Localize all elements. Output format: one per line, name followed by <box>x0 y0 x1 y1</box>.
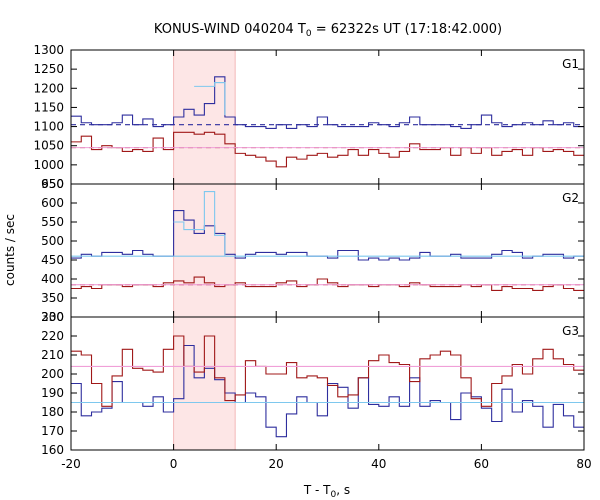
y-tick-label: 650 <box>41 177 64 191</box>
title-main: KONUS-WIND 040204 T <box>154 22 306 37</box>
xlabel-rest: , s <box>336 483 350 497</box>
panel-g1-series <box>71 76 584 168</box>
panel-g3-series <box>71 335 584 438</box>
y-tick-label: 600 <box>41 196 64 210</box>
title-sub: 0 <box>306 29 312 39</box>
x-tick-label: 0 <box>170 457 178 471</box>
panel-g2-series <box>71 191 584 291</box>
y-axis-label: counts / sec <box>3 214 17 286</box>
xlabel-sub: 0 <box>331 490 337 500</box>
x-tick-label: 60 <box>474 457 489 471</box>
panel-label-g3: G3 <box>562 324 579 338</box>
series-red-histogram <box>71 276 584 291</box>
y-tick-label: 170 <box>41 424 64 438</box>
y-tick-label: 400 <box>41 272 64 286</box>
y-tick-label: 1000 <box>33 158 64 172</box>
y-tick-label: 160 <box>41 443 64 457</box>
axes-layer: 950 1000 1050 1100 1150 1200 1250 1300 G1 300 350 4… <box>33 43 591 471</box>
x-tick-label: 80 <box>576 457 591 471</box>
y-tick-label: 1250 <box>33 62 64 76</box>
x-tick-label: -20 <box>61 457 81 471</box>
y-tick-label: 180 <box>41 405 64 419</box>
panel-g3-frame <box>70 316 585 451</box>
y-tick-label: 1200 <box>33 81 64 95</box>
series-blue-histogram <box>71 210 584 261</box>
y-tick-label: 950 <box>41 177 64 191</box>
y-tick-label: 1100 <box>33 120 64 134</box>
y-tick-label: 1150 <box>33 100 64 114</box>
series-layer <box>71 76 584 438</box>
y-tick-label: 200 <box>41 367 64 381</box>
series-blue-histogram <box>71 344 584 438</box>
series-lightblue-steps <box>194 81 226 116</box>
y-tick-label: 210 <box>41 348 64 362</box>
y-tick-label: 230 <box>41 310 64 324</box>
series-blue-histogram <box>71 76 584 130</box>
y-tick-label: 190 <box>41 386 64 400</box>
panel-label-g2: G2 <box>562 191 579 205</box>
series-red-histogram <box>71 131 584 168</box>
y-tick-label: 300 <box>41 310 64 324</box>
xlabel-main: T - T <box>303 483 331 497</box>
y-tick-label: 500 <box>41 234 64 248</box>
y-tick-label: 550 <box>41 215 64 229</box>
y-tick-label: 1050 <box>33 139 64 153</box>
y-tick-label: 450 <box>41 253 64 267</box>
series-red-histogram <box>71 335 584 407</box>
x-axis-label: T - T0, s <box>303 483 350 500</box>
x-tick-label: 40 <box>371 457 386 471</box>
x-tick-label: 20 <box>269 457 284 471</box>
y-tick-label: 1300 <box>33 43 64 57</box>
panel-label-g1: G1 <box>562 57 579 71</box>
y-tick-label: 220 <box>41 329 64 343</box>
chart-title: KONUS-WIND 040204 T0 = 62322s UT (17:18:… <box>154 22 502 39</box>
series-lightblue-steps <box>173 191 226 257</box>
title-rest: = 62322s UT (17:18:42.000) <box>312 22 502 37</box>
y-tick-label: 350 <box>41 291 64 305</box>
